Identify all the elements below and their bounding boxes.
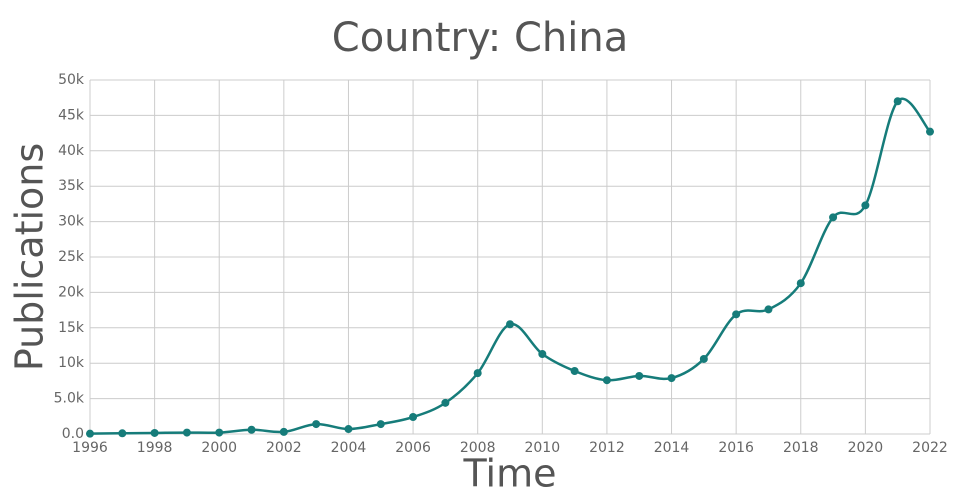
x-tick-label: 2000 <box>201 440 237 456</box>
chart-title: Country: China <box>332 15 628 61</box>
y-tick-label: 40k <box>58 143 85 159</box>
x-tick-label: 2008 <box>460 440 496 456</box>
point <box>926 127 934 136</box>
point <box>570 366 579 375</box>
x-tick-label: 2018 <box>783 440 819 456</box>
y-axis-label: Publications <box>8 143 52 371</box>
point <box>150 428 159 437</box>
x-tick-label: 2016 <box>718 440 754 456</box>
point <box>602 376 611 385</box>
x-tick-label: 2012 <box>589 440 625 456</box>
x-tick-label: 2020 <box>848 440 884 456</box>
point <box>506 320 514 329</box>
point <box>796 279 805 288</box>
point <box>86 429 94 438</box>
point <box>344 425 353 434</box>
y-tick-label: 0.0 <box>62 426 84 442</box>
point <box>861 201 870 210</box>
x-tick-label: 2006 <box>395 440 431 456</box>
point <box>635 371 644 380</box>
point <box>538 349 547 358</box>
x-tick-label: 2010 <box>524 440 560 456</box>
y-tick-label: 15k <box>58 320 85 336</box>
point <box>312 420 321 429</box>
line <box>89 97 931 435</box>
x-tick-label: 2004 <box>331 440 367 456</box>
x-axis-label: Time <box>463 452 557 496</box>
y-tick-label: 5.0k <box>54 391 85 407</box>
y-tick-label: 10k <box>58 355 85 371</box>
y-tick-label: 30k <box>58 214 85 230</box>
x-tick-label: 1996 <box>72 440 108 456</box>
x-tick-label: 2002 <box>266 440 302 456</box>
point <box>441 398 450 407</box>
y-tick-label: 50k <box>58 72 85 88</box>
point <box>473 369 482 378</box>
y-tick-label: 25k <box>58 249 85 265</box>
x-tick-label: 2014 <box>654 440 690 456</box>
point <box>893 97 902 106</box>
y-tick-label: 35k <box>58 178 85 194</box>
point <box>667 374 676 383</box>
point <box>247 425 256 434</box>
point <box>118 429 127 438</box>
point <box>182 428 191 437</box>
point <box>279 427 288 436</box>
point <box>215 428 224 437</box>
point <box>376 420 385 429</box>
y-tick-label: 20k <box>58 284 85 300</box>
point <box>409 413 418 422</box>
x-tick-label: 1998 <box>137 440 173 456</box>
point <box>829 213 838 222</box>
x-tick-label: 2022 <box>912 440 948 456</box>
point <box>764 305 773 314</box>
point <box>699 354 708 363</box>
y-tick-label: 45k <box>58 107 85 123</box>
point <box>732 310 741 319</box>
